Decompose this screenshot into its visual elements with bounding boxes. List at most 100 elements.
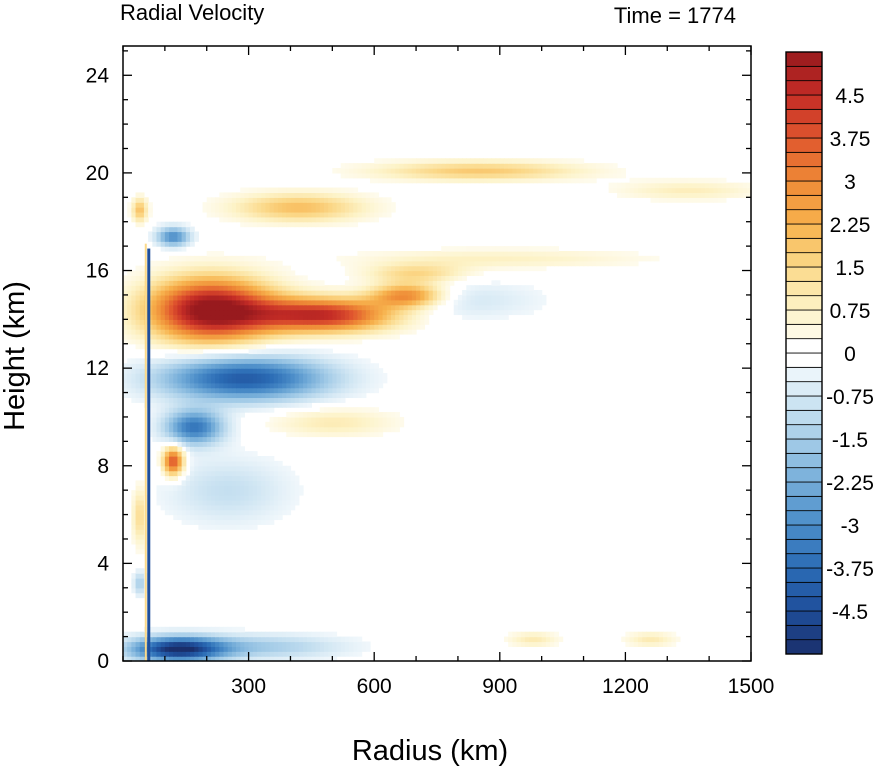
heatmap-cell: [206, 294, 212, 301]
heatmap-cell: [457, 177, 463, 184]
heatmap-cell: [290, 485, 296, 491]
heatmap-cell: [474, 270, 480, 276]
heatmap-cell: [562, 177, 568, 184]
heatmap-cell: [219, 451, 225, 457]
heatmap-cell: [625, 182, 631, 189]
heatmap-cell: [169, 314, 174, 320]
heatmap-cell: [135, 519, 141, 525]
heatmap-cell: [349, 377, 354, 384]
heatmap-cell: [428, 275, 434, 281]
heatmap-cell: [277, 509, 283, 516]
heatmap-cell: [399, 280, 405, 286]
heatmap-cell: [256, 490, 262, 496]
heatmap-cell: [298, 207, 304, 213]
heatmap-cell: [252, 187, 258, 194]
heatmap-cell: [252, 387, 258, 394]
heatmap-cell: [386, 324, 392, 330]
heatmap-cell: [189, 651, 195, 657]
heatmap-cell: [353, 260, 359, 267]
heatmap-cell: [411, 265, 417, 272]
heatmap-cell: [349, 290, 354, 296]
heatmap-cell: [231, 431, 237, 438]
heatmap-cell: [194, 402, 199, 408]
heatmap-cell: [269, 421, 275, 428]
heatmap-cell: [646, 187, 652, 194]
heatmap-cell: [357, 299, 363, 306]
heatmap-cell: [189, 470, 195, 477]
heatmap-cell: [499, 255, 505, 262]
heatmap-cell: [189, 436, 195, 442]
heatmap-cell: [357, 275, 363, 281]
heatmap-cell: [290, 309, 296, 316]
heatmap-cell: [206, 646, 212, 652]
heatmap-cell: [261, 304, 266, 311]
heatmap-cell: [365, 324, 371, 330]
heatmap-cell: [353, 641, 359, 647]
heatmap-cell: [667, 197, 673, 203]
heatmap-cell: [148, 392, 153, 399]
heatmap-cell: [148, 314, 153, 320]
heatmap-cell: [370, 333, 375, 340]
heatmap-cell: [277, 221, 283, 228]
heatmap-cell: [131, 324, 137, 330]
heatmap-cell: [679, 187, 685, 194]
heatmap-cell: [303, 641, 308, 647]
heatmap-cell: [135, 309, 141, 316]
heatmap-cell: [185, 509, 191, 516]
heatmap-cell: [349, 280, 354, 286]
heatmap-cell: [483, 251, 488, 257]
heatmap-cell: [273, 290, 279, 296]
heatmap-cell: [231, 202, 237, 208]
heatmap-cell: [315, 421, 321, 428]
heatmap-cell: [508, 260, 513, 267]
colorbar-label: -0.75: [826, 386, 874, 409]
heatmap-cell: [332, 319, 338, 325]
heatmap-cell: [177, 363, 183, 369]
heatmap-cell: [416, 177, 421, 184]
heatmap-cell: [156, 333, 162, 340]
heatmap-cell: [533, 177, 539, 184]
heatmap-cell: [307, 651, 312, 657]
heatmap-cell: [131, 333, 137, 340]
heatmap-cell: [177, 299, 183, 306]
heatmap-cell: [202, 402, 208, 408]
heatmap-cell: [457, 304, 463, 311]
heatmap-cell: [604, 255, 610, 262]
heatmap-cell: [177, 309, 183, 316]
heatmap-cell: [227, 392, 233, 399]
heatmap-cell: [189, 236, 195, 242]
heatmap-cell: [194, 646, 199, 652]
heatmap-cell: [164, 382, 170, 389]
heatmap-cell: [244, 324, 250, 330]
heatmap-cell: [290, 421, 296, 428]
heatmap-cell: [223, 412, 229, 418]
heatmap-cell: [617, 192, 622, 198]
heatmap-cell: [189, 392, 195, 399]
heatmap-cell: [139, 504, 145, 511]
heatmap-cell: [633, 255, 639, 262]
heatmap-cell: [298, 333, 304, 340]
heatmap-cell: [139, 631, 145, 638]
heatmap-cell: [261, 309, 266, 316]
heatmap-cell: [332, 329, 338, 335]
heatmap-cell: [231, 197, 237, 203]
heatmap-cell: [277, 377, 283, 384]
heatmap-cell: [202, 285, 208, 291]
heatmap-cell: [294, 636, 300, 643]
heatmap-cell: [277, 187, 283, 194]
heatmap-cell: [219, 397, 225, 403]
heatmap-cell: [139, 485, 145, 491]
heatmap-cell: [269, 402, 275, 408]
heatmap-cell: [256, 480, 262, 486]
heatmap-cell: [550, 163, 555, 169]
heatmap-cell: [529, 246, 534, 252]
heatmap-cell: [177, 324, 183, 330]
heatmap-cell: [206, 197, 212, 203]
heatmap-cell: [428, 251, 434, 257]
heatmap-cell: [503, 158, 509, 164]
heatmap-cell: [181, 387, 187, 394]
heatmap-cell: [294, 275, 300, 281]
heatmap-cell: [349, 387, 354, 394]
heatmap-cell: [340, 255, 346, 262]
heatmap-cell: [541, 294, 547, 301]
